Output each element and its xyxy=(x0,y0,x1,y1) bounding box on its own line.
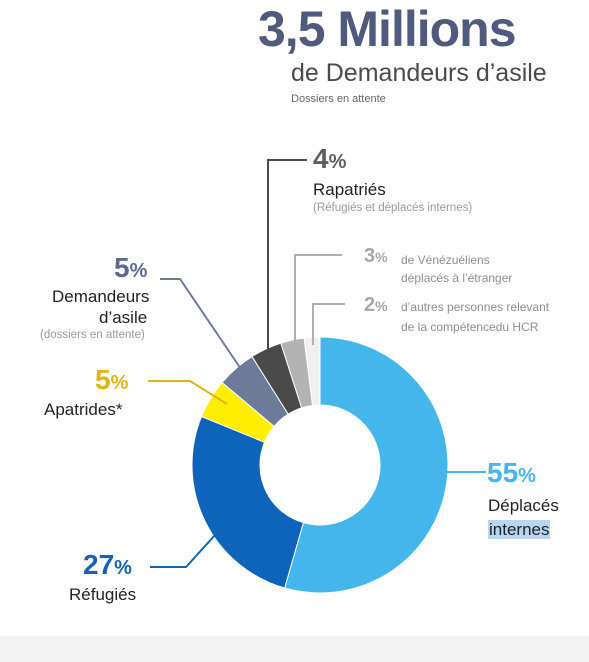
label-rapatries: Rapatriés xyxy=(313,180,386,199)
value-rapatries: 4 xyxy=(313,143,329,174)
pct-demandeurs: 5% xyxy=(114,252,147,284)
leader-autres xyxy=(312,303,345,345)
slice-refugies xyxy=(191,415,305,589)
label-deplaces-highlight: internes xyxy=(488,520,551,539)
sublabel-demandeurs: (dossiers en attente) xyxy=(40,329,145,341)
leader-venezueliens xyxy=(294,254,342,348)
leader-rapatries xyxy=(267,159,307,360)
header-note: Dossiers en attente xyxy=(291,93,386,105)
unit-demandeurs: % xyxy=(129,260,148,282)
label-venezueliens-line2: déplacés à l’étranger xyxy=(401,271,513,285)
unit-venezueliens: % xyxy=(375,249,388,265)
unit-rapatries: % xyxy=(328,151,347,173)
slice-autres xyxy=(303,336,321,407)
label-demandeurs-line1: Demandeurs xyxy=(52,287,150,306)
unit-apatrides: % xyxy=(110,372,129,394)
headline: 3,5 Millions xyxy=(258,1,517,57)
pct-deplaces: 55% xyxy=(487,457,536,489)
pct-rapatries: 4% xyxy=(313,143,346,175)
pct-refugies: 27% xyxy=(83,549,132,581)
subheadline: de Demandeurs d’asile xyxy=(291,59,547,87)
value-deplaces: 55 xyxy=(487,457,519,488)
unit-refugies: % xyxy=(114,557,132,579)
unit-deplaces: % xyxy=(518,465,536,487)
label-autres-line1: d’autres personnes relevant xyxy=(401,300,550,314)
leader-refugies xyxy=(150,522,227,568)
slices-group xyxy=(191,336,449,594)
pct-apatrides: 5% xyxy=(95,364,128,396)
unit-autres: % xyxy=(375,298,388,314)
slice-deplaces xyxy=(284,336,449,594)
leader-demandeurs xyxy=(160,278,242,370)
value-refugies: 27 xyxy=(83,549,115,580)
pct-venezueliens: 3% xyxy=(364,245,388,268)
value-autres: 2 xyxy=(364,294,376,316)
bottom-strip xyxy=(0,636,589,662)
label-venezueliens-line1: de Vénézuéliens xyxy=(401,253,490,267)
label-apatrides: Apatrides* xyxy=(44,400,123,419)
value-venezueliens: 3 xyxy=(364,245,376,267)
label-deplaces-line1: Déplacés xyxy=(488,496,559,515)
leader-lines xyxy=(148,159,486,568)
value-apatrides: 5 xyxy=(95,364,111,395)
value-demandeurs: 5 xyxy=(114,252,130,283)
label-refugies: Réfugiés xyxy=(69,585,137,604)
label-autres-line2: de la compétencedu HCR xyxy=(401,320,539,334)
label-demandeurs-line2: d’asile xyxy=(99,308,148,327)
label-deplaces-line2: internes xyxy=(488,520,551,540)
pct-autres: 2% xyxy=(364,294,388,317)
sublabel-rapatries: (Réfugiés et déplacés internes) xyxy=(313,202,473,214)
leader-apatrides xyxy=(148,380,228,405)
